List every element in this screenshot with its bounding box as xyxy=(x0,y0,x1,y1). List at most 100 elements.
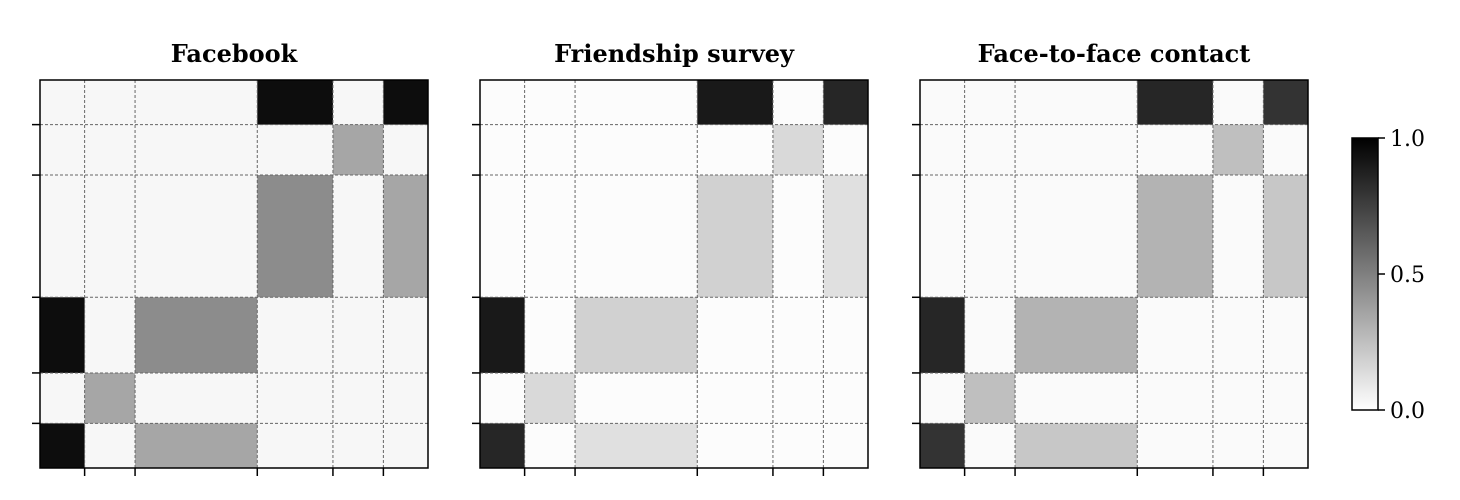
heatmap-cell xyxy=(697,297,774,374)
heatmap-cell xyxy=(1263,423,1309,469)
heatmap-cell xyxy=(480,372,526,424)
heatmap-cell xyxy=(40,124,86,176)
heatmap-cell xyxy=(575,297,698,374)
heatmap-cell xyxy=(332,372,384,424)
heatmap-cell xyxy=(1263,372,1309,424)
heatmap-cell xyxy=(257,175,334,298)
axis-ticks xyxy=(912,123,1265,476)
heatmap-cells xyxy=(40,80,429,469)
heatmap-cell xyxy=(1137,423,1214,469)
heatmap-cell xyxy=(964,124,1016,176)
heatmap-cell xyxy=(697,372,774,424)
heatmap-cell xyxy=(1212,372,1264,424)
heatmap-cell xyxy=(480,423,526,469)
heatmap-cell xyxy=(135,80,258,126)
heatmap-cell xyxy=(1137,80,1214,126)
heatmap-cell xyxy=(257,372,334,424)
heatmap-cell xyxy=(1015,124,1138,176)
heatmap-cells xyxy=(480,80,869,469)
heatmap-cell xyxy=(257,297,334,374)
heatmap-cell xyxy=(40,80,86,126)
heatmap-cell xyxy=(84,423,136,469)
heatmap-cell xyxy=(332,297,384,374)
heatmap-cell xyxy=(823,80,869,126)
heatmap-cell xyxy=(920,423,966,469)
heatmap-cell xyxy=(1137,372,1214,424)
heatmap-cell xyxy=(772,297,824,374)
heatmap-cell xyxy=(332,175,384,298)
colorbar-tick-label: 0.5 xyxy=(1390,263,1425,288)
panel-title: Friendship survey xyxy=(554,39,795,68)
heatmap-cells xyxy=(920,80,1309,469)
heatmap-cell xyxy=(524,423,576,469)
heatmap-cell xyxy=(257,124,334,176)
heatmap-cell xyxy=(575,175,698,298)
plot-frame xyxy=(39,79,429,469)
heatmap-cell xyxy=(920,372,966,424)
heatmap-cell xyxy=(84,124,136,176)
heatmap-cell xyxy=(964,423,1016,469)
colorbar: 1.0 0.5 0.0 xyxy=(1351,127,1425,424)
heatmap-cell xyxy=(697,175,774,298)
heatmap-cell xyxy=(257,80,334,126)
heatmap-cell xyxy=(575,423,698,469)
heatmap-cell xyxy=(920,297,966,374)
heatmap-cell xyxy=(1212,423,1264,469)
panel-title: Facebook xyxy=(171,39,299,68)
heatmap-cell xyxy=(383,423,429,469)
heatmap-cell xyxy=(697,124,774,176)
heatmap-cell xyxy=(1263,297,1309,374)
heatmap-panel-face-to-face-contact: Face-to-face contact xyxy=(912,39,1309,476)
heatmap-cell xyxy=(1212,175,1264,298)
colorbar-tick-label: 1.0 xyxy=(1390,127,1425,152)
heatmap-cell xyxy=(823,175,869,298)
heatmap-cell xyxy=(524,372,576,424)
heatmap-cell xyxy=(84,372,136,424)
heatmap-cell xyxy=(964,175,1016,298)
heatmap-cell xyxy=(135,423,258,469)
heatmap-cell xyxy=(575,80,698,126)
heatmap-cell xyxy=(1137,297,1214,374)
heatmap-cell xyxy=(524,297,576,374)
heatmap-cell xyxy=(480,175,526,298)
heatmap-cell xyxy=(40,175,86,298)
heatmap-cell xyxy=(1212,80,1264,126)
heatmap-cell xyxy=(1263,80,1309,126)
heatmap-cell xyxy=(480,124,526,176)
heatmap-cell xyxy=(257,423,334,469)
heatmap-cell xyxy=(1212,297,1264,374)
heatmap-cell xyxy=(40,297,86,374)
heatmap-cell xyxy=(697,423,774,469)
heatmap-cell xyxy=(332,124,384,176)
heatmap-cell xyxy=(1137,175,1214,298)
heatmap-cell xyxy=(823,297,869,374)
heatmap-cell xyxy=(135,124,258,176)
heatmap-cell xyxy=(1263,124,1309,176)
heatmap-cell xyxy=(964,80,1016,126)
heatmap-cell xyxy=(383,297,429,374)
heatmap-cell xyxy=(1137,124,1214,176)
heatmap-cell xyxy=(772,423,824,469)
panel-title: Face-to-face contact xyxy=(978,39,1251,68)
heatmap-cell xyxy=(1015,297,1138,374)
colorbar-tick-label: 0.0 xyxy=(1390,399,1425,424)
heatmap-cell xyxy=(575,124,698,176)
heatmap-cell xyxy=(823,124,869,176)
heatmap-cell xyxy=(84,175,136,298)
heatmap-cell xyxy=(480,297,526,374)
heatmap-cell xyxy=(383,124,429,176)
plot-frame xyxy=(919,79,1309,469)
heatmap-cell xyxy=(135,297,258,374)
heatmap-cell xyxy=(40,423,86,469)
heatmap-panel-friendship-survey: Friendship survey xyxy=(472,39,869,476)
heatmap-cell xyxy=(332,80,384,126)
heatmap-cell xyxy=(697,80,774,126)
heatmap-cell xyxy=(84,80,136,126)
axis-ticks xyxy=(472,123,825,476)
heatmap-cell xyxy=(964,372,1016,424)
heatmap-cell xyxy=(383,175,429,298)
heatmap-panel-facebook: Facebook xyxy=(32,39,429,476)
heatmap-cell xyxy=(1015,80,1138,126)
heatmap-cell xyxy=(1212,124,1264,176)
